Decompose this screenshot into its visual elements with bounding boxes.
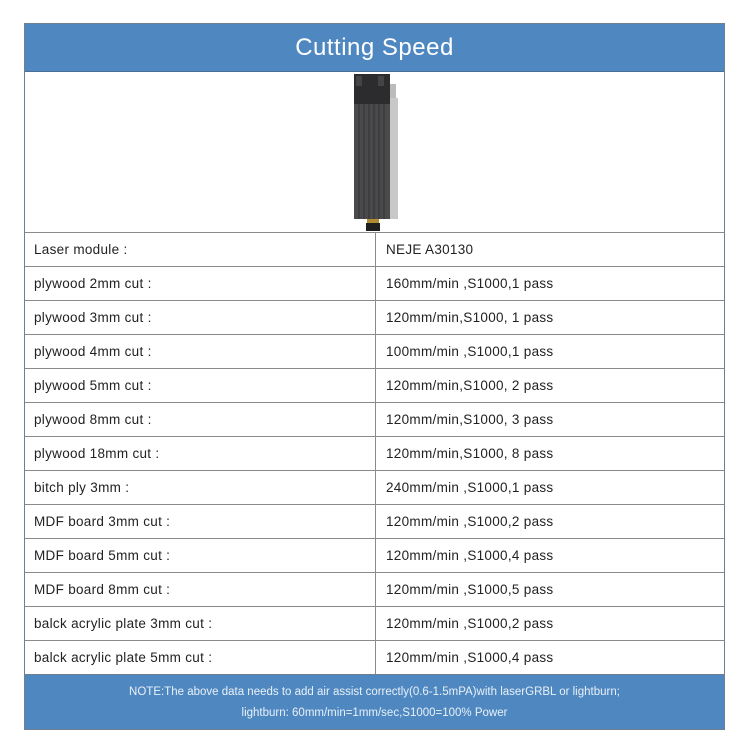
note-line-2: lightburn: 60mm/min=1mm/sec,S1000=100% P… <box>241 706 508 719</box>
row-value: 120mm/min ,S1000,5 pass <box>375 572 724 607</box>
row-value: 160mm/min ,S1000,1 pass <box>375 266 724 301</box>
cutting-speed-sheet: Cutting Speed Laser module : NEJE A30130 p… <box>24 23 725 730</box>
row-label: plywood 5mm cut : <box>25 368 376 403</box>
row-label: plywood 18mm cut : <box>25 436 376 471</box>
table-row: bitch ply 3mm :240mm/min ,S1000,1 pass <box>25 470 724 505</box>
laser-module-icon <box>354 74 398 231</box>
row-label: MDF board 8mm cut : <box>25 572 376 607</box>
table-row: plywood 4mm cut :100mm/min ,S1000,1 pass <box>25 334 724 369</box>
row-value: 120mm/min,S1000, 8 pass <box>375 436 724 471</box>
row-value: 120mm/min ,S1000,2 pass <box>375 504 724 539</box>
table-row: plywood 18mm cut :120mm/min,S1000, 8 pas… <box>25 436 724 471</box>
row-label: plywood 4mm cut : <box>25 334 376 369</box>
row-label: bitch ply 3mm : <box>25 470 376 505</box>
table-row: plywood 2mm cut :160mm/min ,S1000,1 pass <box>25 266 724 301</box>
row-label: balck acrylic plate 5mm cut : <box>25 640 376 675</box>
table-row: MDF board 8mm cut :120mm/min ,S1000,5 pa… <box>25 572 724 607</box>
row-label: plywood 2mm cut : <box>25 266 376 301</box>
table-row: plywood 5mm cut :120mm/min,S1000, 2 pass <box>25 368 724 403</box>
row-value: 120mm/min,S1000, 1 pass <box>375 300 724 335</box>
row-value: NEJE A30130 <box>375 233 724 267</box>
row-label: plywood 3mm cut : <box>25 300 376 335</box>
cutting-speed-table: Laser module : NEJE A30130 plywood 2mm cut… <box>25 233 724 675</box>
table-row: plywood 3mm cut :120mm/min,S1000, 1 pass <box>25 300 724 335</box>
row-label: balck acrylic plate 3mm cut : <box>25 606 376 641</box>
table-row: plywood 8mm cut :120mm/min,S1000, 3 pass <box>25 402 724 437</box>
row-value: 120mm/min,S1000, 3 pass <box>375 402 724 437</box>
product-image-area <box>25 72 724 233</box>
row-label: MDF board 3mm cut : <box>25 504 376 539</box>
row-label: plywood 8mm cut : <box>25 402 376 437</box>
note-banner: NOTE:The above data needs to add air ass… <box>25 675 724 729</box>
page-title: Cutting Speed <box>25 24 724 72</box>
row-value: 120mm/min ,S1000,4 pass <box>375 538 724 573</box>
row-value: 100mm/min ,S1000,1 pass <box>375 334 724 369</box>
row-label: Laser module : <box>25 233 376 267</box>
note-line-1: NOTE:The above data needs to add air ass… <box>129 685 620 698</box>
table-row: balck acrylic plate 3mm cut :120mm/min ,… <box>25 606 724 641</box>
table-row: MDF board 5mm cut :120mm/min ,S1000,4 pa… <box>25 538 724 573</box>
row-value: 240mm/min ,S1000,1 pass <box>375 470 724 505</box>
table-row: MDF board 3mm cut :120mm/min ,S1000,2 pa… <box>25 504 724 539</box>
row-label: MDF board 5mm cut : <box>25 538 376 573</box>
table-row: Laser module : NEJE A30130 <box>25 233 724 267</box>
row-value: 120mm/min ,S1000,2 pass <box>375 606 724 641</box>
row-value: 120mm/min ,S1000,4 pass <box>375 640 724 675</box>
table-row: balck acrylic plate 5mm cut :120mm/min ,… <box>25 640 724 675</box>
row-value: 120mm/min,S1000, 2 pass <box>375 368 724 403</box>
